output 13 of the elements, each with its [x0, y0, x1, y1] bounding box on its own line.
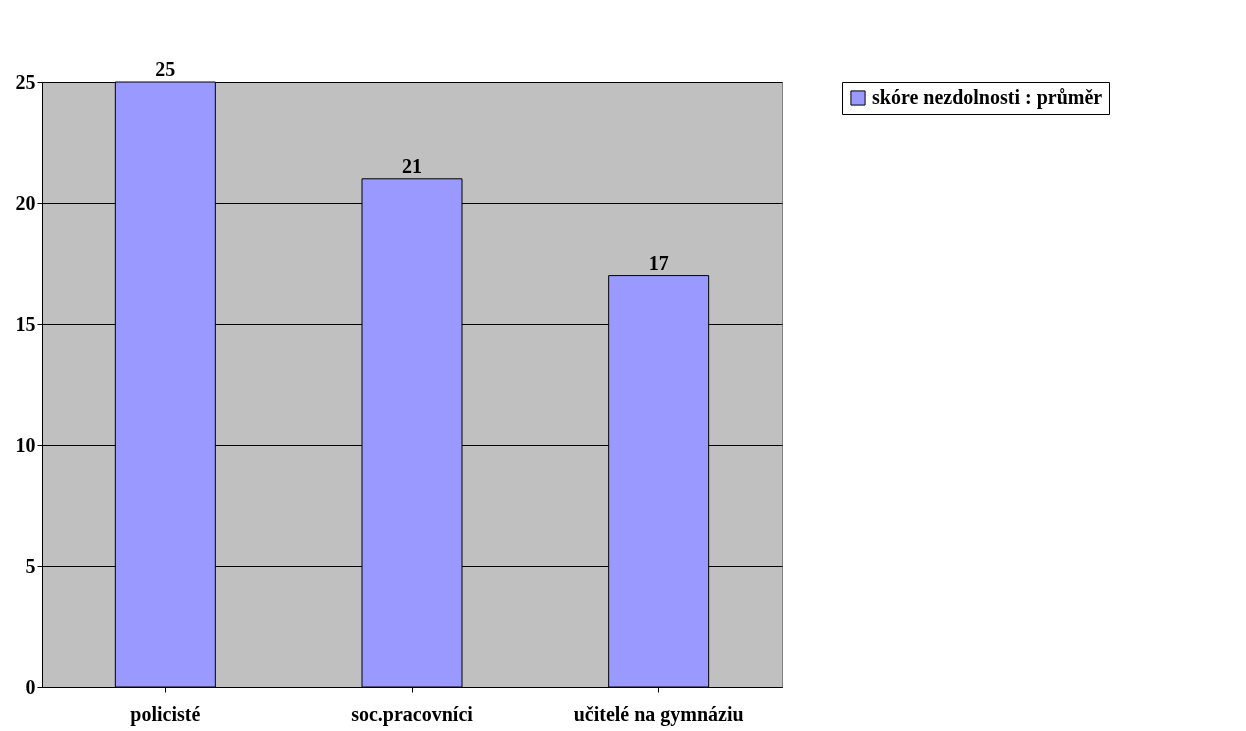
y-tick-label: 5	[25, 554, 36, 577]
data-label: 21	[402, 154, 422, 177]
y-tick-label: 0	[25, 675, 36, 698]
legend-label: skóre nezdolnosti : průměr	[872, 86, 1103, 109]
x-tick-label: soc.pracovníci	[351, 702, 474, 726]
data-label: 25	[155, 58, 176, 80]
x-tick-label: učitelé na gymnáziu	[573, 702, 744, 726]
y-tick-label: 10	[15, 433, 36, 456]
y-tick-label: 20	[15, 191, 36, 214]
y-tick-label: 25	[15, 70, 36, 93]
y-tick-label: 15	[15, 312, 36, 335]
x-tick-label: policisté	[130, 702, 201, 726]
data-label: 17	[648, 251, 669, 274]
